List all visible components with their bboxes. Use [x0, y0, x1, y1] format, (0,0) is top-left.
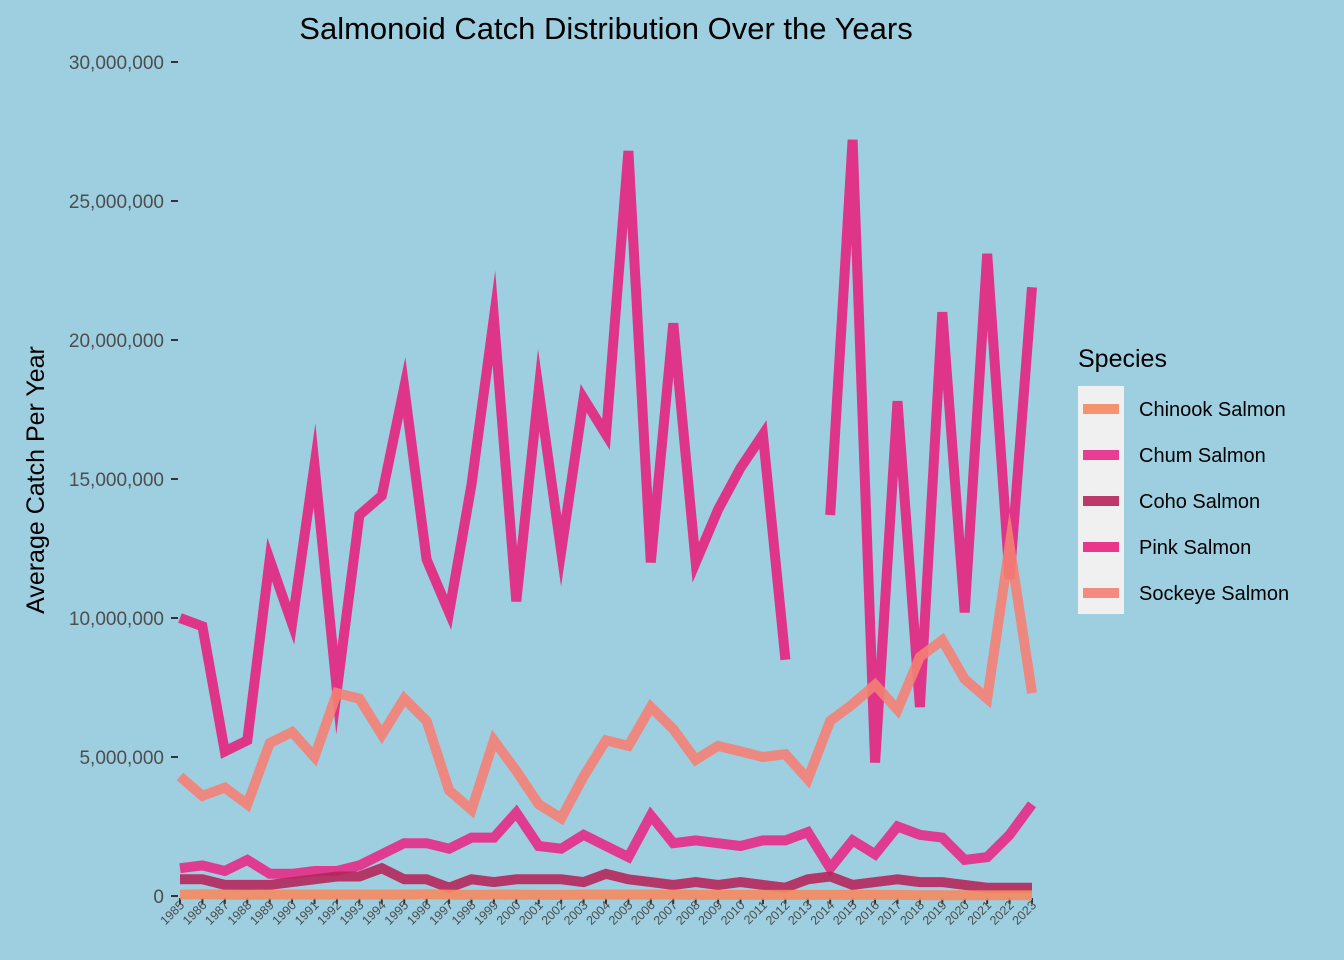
legend-label-chum-salmon: Chum Salmon	[1139, 445, 1266, 467]
chart-title: Salmonoid Catch Distribution Over the Ye…	[299, 11, 912, 46]
series-line-pink-salmon	[178, 150, 791, 759]
y-tick-label: 25,000,000	[69, 192, 164, 213]
y-tick-label: 30,000,000	[69, 53, 164, 74]
y-tick-label: 0	[153, 887, 164, 908]
y-axis: 0 5,000,000 10,000,000 15,000,000 20,000,000…	[69, 53, 178, 908]
legend-label-sockeye-salmon: Sockeye Salmon	[1139, 583, 1289, 605]
legend-label-coho-salmon: Coho Salmon	[1139, 491, 1260, 513]
series-line-coho-salmon	[180, 862, 1032, 894]
y-tick-label: 10,000,000	[69, 609, 164, 630]
series-line-pink-salmon	[825, 139, 1037, 763]
legend-title: Species	[1078, 345, 1167, 373]
legend: Species Chinook Salmon Chum Salmon Coho Sa…	[1078, 345, 1289, 614]
legend-label-chinook-salmon: Chinook Salmon	[1139, 399, 1286, 421]
series-line-chinook-salmon	[179, 889, 1032, 901]
legend-label-pink-salmon: Pink Salmon	[1139, 537, 1251, 559]
series-lines	[176, 139, 1037, 901]
y-tick-label: 15,000,000	[69, 470, 164, 491]
series-line-chum-salmon	[179, 801, 1037, 879]
y-tick-label: 20,000,000	[69, 331, 164, 352]
y-tick-label: 5,000,000	[79, 748, 164, 769]
y-axis-label: Average Catch Per Year	[22, 346, 50, 614]
series-line-sockeye-salmon	[176, 511, 1037, 826]
